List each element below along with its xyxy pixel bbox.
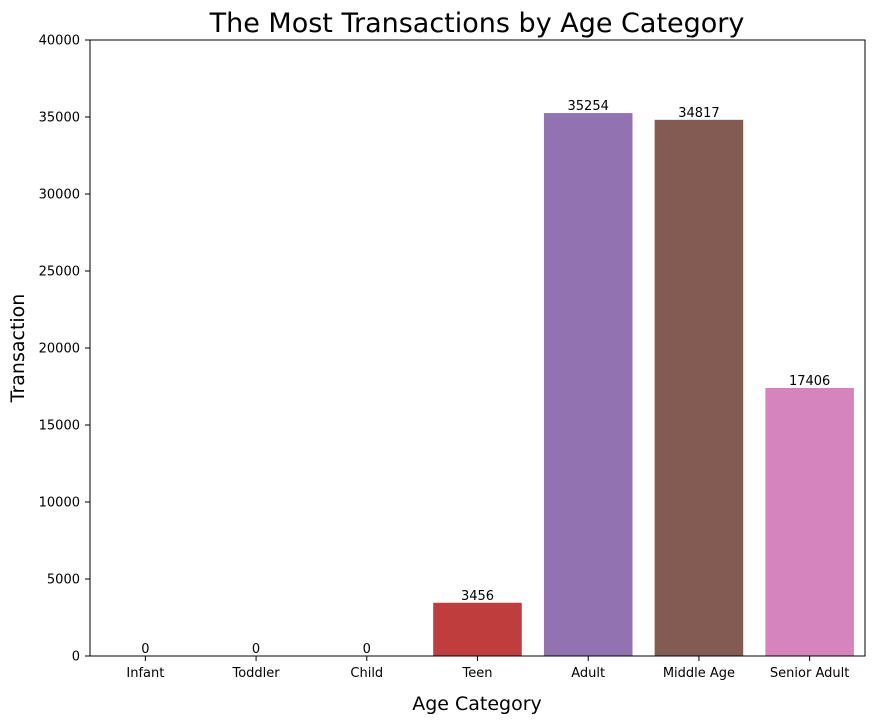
x-tick-label: Adult <box>571 666 605 681</box>
bar-senior-adult <box>765 387 854 656</box>
y-tick-label: 0 <box>72 650 80 665</box>
x-tick-label: Child <box>350 666 383 681</box>
y-tick-label: 15000 <box>39 419 80 434</box>
plot-area: 0 0 0 3456 35254 34817 17406 0 5000 10000 15000 200… <box>39 34 866 681</box>
data-label-toddler: 0 <box>252 642 260 657</box>
y-tick-label: 35000 <box>39 111 80 126</box>
data-label-senior-adult: 17406 <box>789 374 830 389</box>
data-label-child: 0 <box>363 642 371 657</box>
data-label-middle-age: 34817 <box>678 106 719 121</box>
y-axis-label: Transaction <box>7 294 29 404</box>
x-tick-label: Middle Age <box>663 666 735 681</box>
x-tick-label: Senior Adult <box>770 666 849 681</box>
data-label-adult: 35254 <box>568 99 609 114</box>
bar-adult <box>543 113 633 657</box>
y-tick-label: 25000 <box>39 265 80 280</box>
x-tick-label: Infant <box>126 666 164 681</box>
x-tick-label: Teen <box>462 666 493 681</box>
y-tick-label: 10000 <box>39 496 80 511</box>
bar-middle-age <box>654 119 744 656</box>
data-label-teen: 3456 <box>461 589 494 604</box>
y-tick-label: 40000 <box>39 34 80 49</box>
data-label-infant: 0 <box>141 642 149 657</box>
chart-title: The Most Transactions by Age Category <box>209 8 745 39</box>
plot-frame <box>89 39 866 657</box>
bar-teen <box>433 602 522 656</box>
x-axis-label: Age Category <box>412 693 542 715</box>
y-tick-label: 20000 <box>39 342 80 357</box>
x-tick-label: Toddler <box>231 666 280 681</box>
y-tick-label: 5000 <box>47 573 80 588</box>
y-tick-label: 30000 <box>39 188 80 203</box>
